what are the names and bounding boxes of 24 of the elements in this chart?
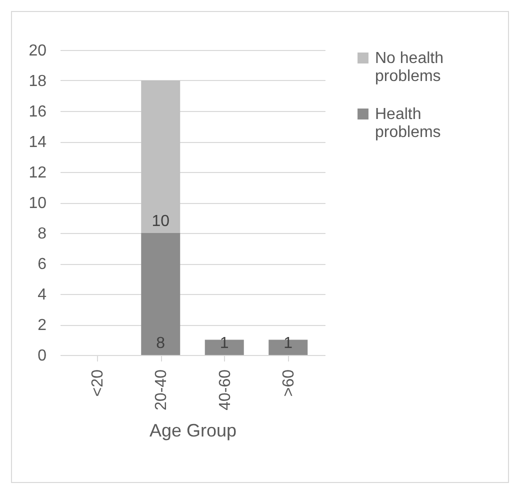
x-axis-title: Age Group (149, 420, 237, 440)
y-tick-label: 4 (38, 286, 47, 304)
data-label: 8 (156, 335, 166, 352)
x-tick-label: 40-60 (216, 369, 234, 410)
data-label: 1 (220, 335, 229, 352)
x-tick-label: >60 (280, 369, 298, 397)
legend-label: Health problems (375, 106, 441, 141)
y-tick-label: 12 (28, 164, 47, 182)
x-tick-label: 20-40 (153, 369, 170, 410)
data-label: 10 (152, 213, 170, 230)
x-tick-label: <20 (89, 369, 106, 397)
bar (141, 80, 180, 233)
y-tick-label: 8 (38, 226, 47, 242)
y-tick-label: 6 (38, 256, 47, 273)
y-tick-label: 18 (28, 73, 47, 90)
y-tick-label: 2 (38, 317, 47, 334)
y-tick-label: 20 (28, 42, 47, 60)
y-tick-label: 10 (28, 195, 47, 212)
y-tick-label: 14 (28, 134, 47, 151)
legend-label: No health problems (375, 50, 444, 85)
data-label: 1 (284, 335, 293, 352)
y-tick-label: 0 (38, 348, 47, 364)
bar (141, 233, 180, 355)
y-tick-label: 16 (28, 104, 47, 120)
